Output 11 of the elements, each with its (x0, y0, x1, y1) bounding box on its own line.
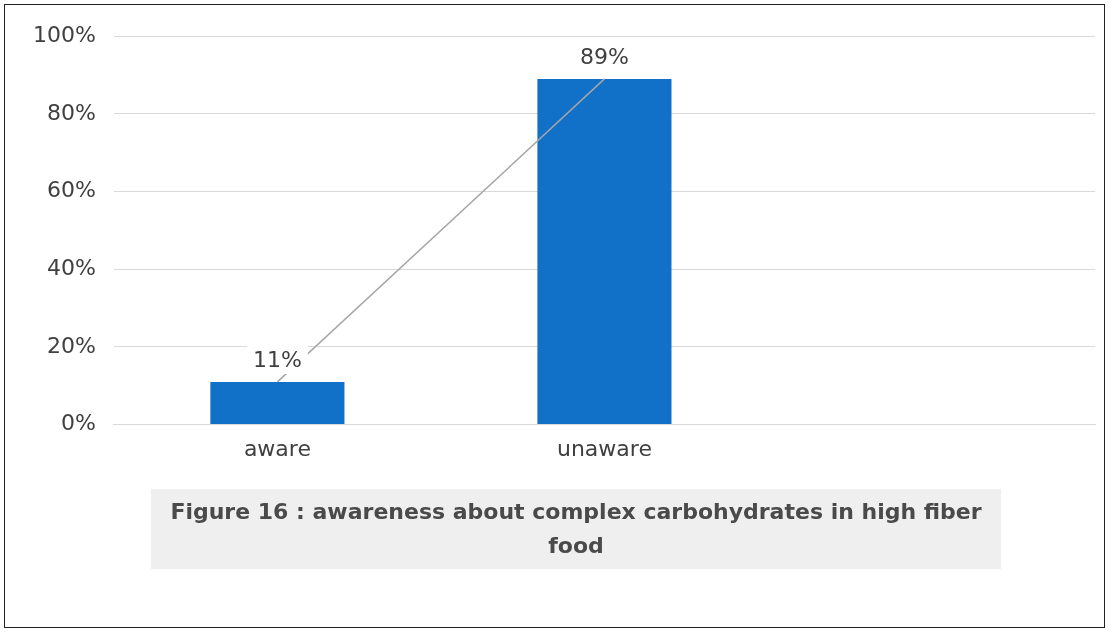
y-tick-label: 100% (32, 21, 96, 47)
x-tick-label: unaware (556, 435, 652, 461)
y-tick-label: 80% (46, 99, 96, 125)
y-tick-label: 20% (46, 332, 96, 358)
data-label: 89% (579, 43, 629, 69)
y-tick-label: 60% (46, 177, 96, 203)
data-label: 11% (252, 346, 302, 372)
text: Figure 16 : awareness about complex carbohydrates in high fiber food (151, 489, 1001, 569)
x-tick-label: aware (243, 435, 311, 461)
y-tick-label: 0% (60, 410, 96, 436)
y-tick-label: 40% (46, 254, 96, 280)
